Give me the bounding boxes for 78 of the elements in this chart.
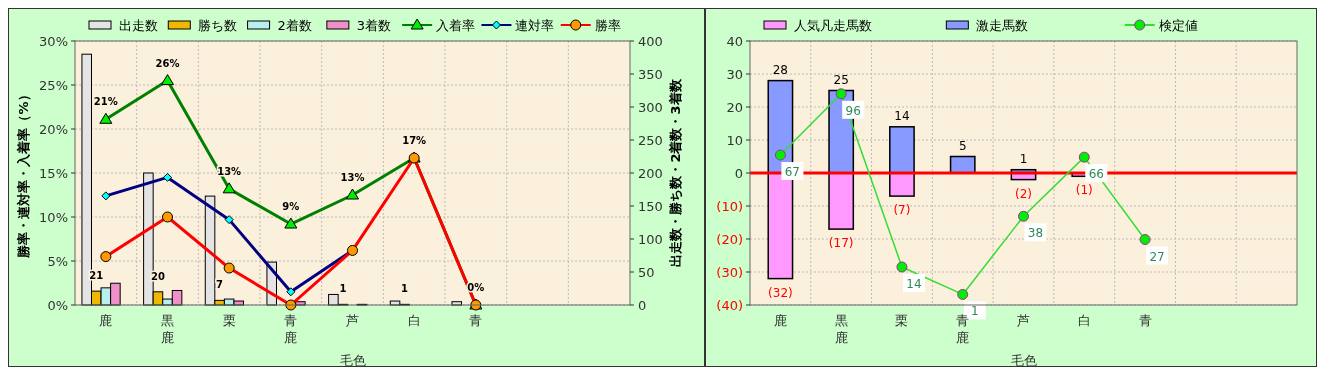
y-tick-label: (30) <box>716 265 743 280</box>
legend-label: 出走数 <box>119 18 158 33</box>
y2-tick-label: 350 <box>638 67 663 82</box>
y2-tick-label: 150 <box>638 199 663 214</box>
data-label: 28 <box>772 62 789 77</box>
y2-tick-label: 300 <box>638 100 663 115</box>
y2-tick-label: 0 <box>638 298 647 313</box>
x-tick-label: 青 <box>1138 313 1152 328</box>
data-label: 66 <box>1088 167 1104 182</box>
data-label: 25 <box>833 72 849 87</box>
y-tick-label: 10 <box>726 133 743 148</box>
y2-tick-label: 250 <box>638 133 663 148</box>
x-tick-label: 白 <box>407 313 421 328</box>
x-tick-label: 青鹿 <box>956 313 970 345</box>
y2-tick-label: 400 <box>638 34 663 49</box>
legend-label: 入着率 <box>436 18 476 33</box>
y-tick-label: 0 <box>734 166 743 181</box>
data-label: (2) <box>1015 186 1032 201</box>
data-label: 1 <box>401 283 409 295</box>
legend-label: 連対率 <box>515 18 555 33</box>
x-axis-title: 毛色 <box>1010 353 1037 368</box>
x-axis-title: 毛色 <box>339 353 366 368</box>
y2-tick-label: 200 <box>638 166 663 181</box>
data-label: 7 <box>216 279 224 291</box>
data-label: 21% <box>93 96 118 108</box>
data-label: 1 <box>970 304 979 319</box>
x-tick-label: 芦 <box>1017 313 1030 328</box>
data-label: 67 <box>784 165 801 180</box>
y-tick-label: 10% <box>39 210 68 225</box>
x-tick-label: 栗 <box>895 313 909 328</box>
x-tick-label: 白 <box>1077 313 1091 328</box>
x-tick-label: 黒鹿 <box>834 313 848 345</box>
x-tick-label: 黒鹿 <box>161 313 174 345</box>
y-axis-title: 勝率・連対率・入着率（%） <box>16 88 31 259</box>
x-tick-label: 青 <box>469 313 483 328</box>
data-label: (32) <box>768 285 793 300</box>
y-tick-label: 20 <box>726 100 743 115</box>
data-label: (17) <box>828 236 854 251</box>
data-label: 14 <box>894 108 910 123</box>
data-label: 96 <box>845 103 861 118</box>
x-tick-label: 青鹿 <box>284 313 298 345</box>
y-tick-label: 5% <box>47 254 68 269</box>
y-tick-label: 30% <box>39 34 68 49</box>
y-tick-label: 40 <box>726 34 743 49</box>
x-tick-label: 鹿 <box>99 313 113 328</box>
data-label: (7) <box>893 203 911 218</box>
y-tick-label: 15% <box>39 166 68 181</box>
data-label: 17% <box>402 135 427 147</box>
legend-label: 激走馬数 <box>976 18 1029 33</box>
y-tick-label: (40) <box>716 298 743 313</box>
y2-tick-label: 100 <box>638 232 663 247</box>
legend-label: 2着数 <box>277 18 312 33</box>
data-label: 26% <box>155 57 180 69</box>
data-label: 1 <box>339 283 347 295</box>
data-label: 14 <box>906 276 922 291</box>
x-tick-label: 鹿 <box>773 313 787 328</box>
data-label: 38 <box>1027 226 1044 241</box>
data-label: 27 <box>1149 249 1165 264</box>
data-label: 5 <box>958 138 967 153</box>
y-tick-label: 25% <box>39 78 68 93</box>
x-tick-label: 芦 <box>346 313 359 328</box>
x-tick-label: 栗 <box>222 313 236 328</box>
y2-axis-title: 出走数・勝ち数・2着数・3着数 <box>668 78 683 267</box>
y-tick-label: 20% <box>39 122 68 137</box>
legend-label: 人気凡走馬数 <box>794 18 872 33</box>
y-tick-label: (20) <box>716 232 743 247</box>
data-label: 9% <box>282 201 300 213</box>
legend-label: 3着数 <box>356 18 392 33</box>
y-tick-label: (10) <box>716 199 743 214</box>
legend-label: 検定値 <box>1158 18 1198 33</box>
y-tick-label: 30 <box>726 67 743 82</box>
legend-label: 勝率 <box>594 18 621 33</box>
data-label: 1 <box>1019 151 1028 166</box>
data-label: (1) <box>1075 183 1093 198</box>
legend-label: 勝ち数 <box>198 18 238 33</box>
y2-tick-label: 50 <box>638 265 655 280</box>
data-label: 13% <box>340 172 365 183</box>
y-tick-label: 0% <box>47 298 68 313</box>
